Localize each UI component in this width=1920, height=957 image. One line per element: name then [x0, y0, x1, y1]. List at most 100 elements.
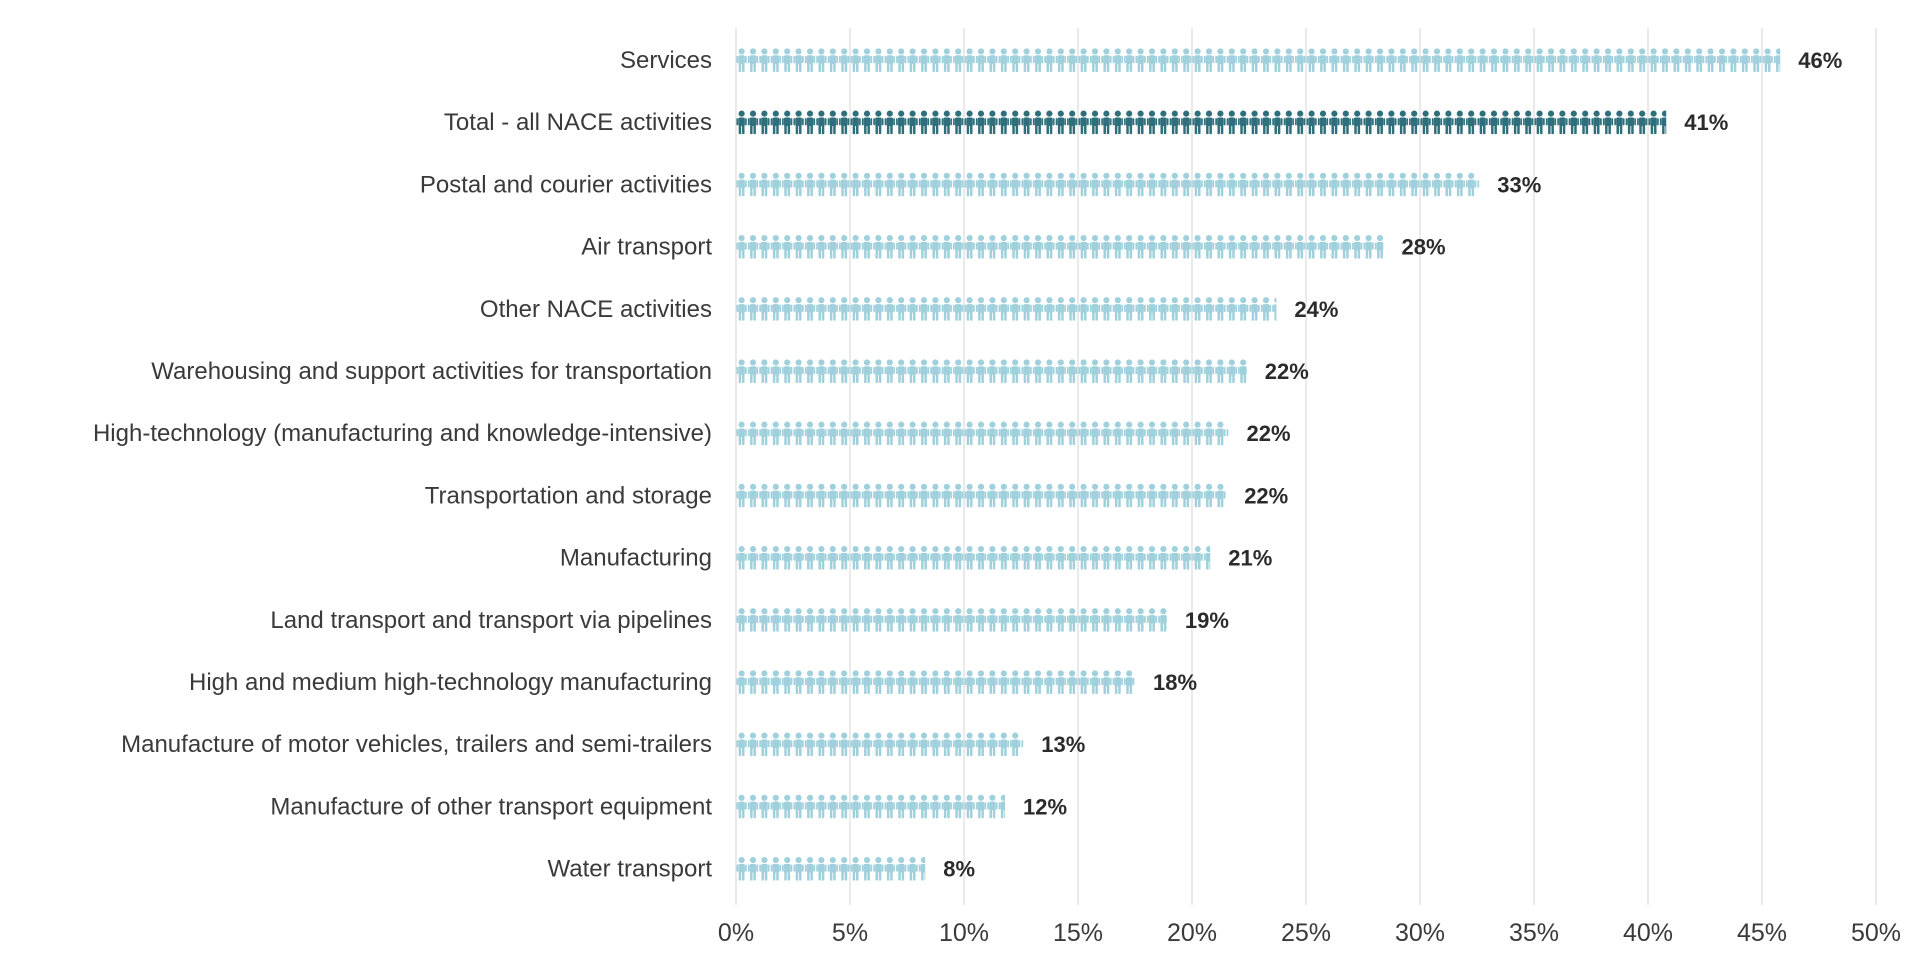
person-icon [998, 297, 1009, 321]
person-icon [1272, 234, 1283, 259]
person-icon [873, 359, 884, 383]
person-icon [1158, 483, 1169, 508]
person-icon [1010, 670, 1021, 694]
person-icon [1545, 110, 1557, 135]
person-icon [907, 421, 918, 446]
person-icon [1055, 421, 1066, 446]
x-tick-label: 5% [832, 919, 868, 947]
person-icon [930, 110, 941, 135]
person-icon [816, 172, 827, 197]
person-icon [1112, 234, 1123, 259]
person-icon [1010, 608, 1021, 632]
person-icon [1112, 421, 1123, 446]
person-icon [998, 172, 1009, 197]
person-icon [1477, 48, 1488, 72]
person-icon [1249, 48, 1260, 72]
person-icon [1283, 110, 1294, 135]
category-label: Other NACE activities [480, 296, 712, 323]
person-icon [770, 794, 781, 819]
person-icon [1078, 172, 1089, 197]
person-icon [884, 172, 895, 197]
person-icon [1101, 172, 1112, 197]
person-icon [1101, 670, 1112, 694]
person-icon [1488, 48, 1500, 72]
person-icon [1010, 483, 1021, 508]
person-icon [827, 172, 838, 197]
person-icon [1078, 483, 1089, 508]
person-icon [987, 732, 998, 757]
person-icon [975, 297, 987, 321]
person-icon [975, 172, 987, 197]
person-icon [1021, 545, 1032, 570]
bar [736, 794, 1006, 819]
person-icon [998, 48, 1009, 72]
person-icon [1135, 110, 1146, 135]
person-icon [861, 608, 873, 632]
person-icon [1238, 48, 1249, 72]
value-label: 46% [1798, 48, 1842, 73]
person-icon [804, 732, 816, 757]
person-icon [1181, 421, 1192, 446]
person-icon [747, 110, 759, 135]
person-icon [816, 483, 827, 508]
person-icon [747, 421, 759, 446]
person-icon [1580, 110, 1591, 135]
person-icon [1089, 608, 1101, 632]
person-icon [770, 421, 781, 446]
person-icon [907, 234, 918, 259]
person-icon [1329, 172, 1340, 197]
person-icon [1124, 172, 1135, 197]
person-icon [884, 608, 895, 632]
person-icon [930, 359, 941, 383]
person-icon [1067, 483, 1078, 508]
person-icon [770, 670, 781, 694]
person-icon [1431, 110, 1443, 135]
person-icon [1238, 234, 1249, 259]
person-icon [839, 234, 850, 259]
person-icon [1032, 608, 1044, 632]
person-icon [941, 48, 952, 72]
person-icon [770, 359, 781, 383]
person-icon [736, 856, 747, 881]
person-icon [1112, 172, 1123, 197]
person-icon [759, 608, 770, 632]
person-icon [782, 608, 793, 632]
person-icon [1443, 172, 1454, 197]
category-label: Manufacturing [560, 545, 712, 572]
person-icon [861, 421, 873, 446]
person-icon [1067, 110, 1078, 135]
person-icon [816, 670, 827, 694]
person-icon [873, 670, 884, 694]
person-icon [747, 359, 759, 383]
person-icon [918, 608, 930, 632]
person-icon [793, 48, 804, 72]
person-icon [736, 545, 747, 570]
person-icon [816, 234, 827, 259]
person-icon [736, 48, 747, 72]
person-icon [1215, 234, 1226, 259]
person-icon [1329, 234, 1340, 259]
person-icon [1192, 297, 1203, 321]
person-icon [1078, 421, 1089, 446]
person-icon [1101, 421, 1112, 446]
person-icon [1044, 172, 1055, 197]
person-icon [1124, 670, 1135, 694]
person-icon [1032, 421, 1044, 446]
person-icon [861, 297, 873, 321]
person-icon [953, 545, 964, 570]
person-icon [1352, 172, 1363, 197]
person-icon [782, 421, 793, 446]
person-icon [861, 359, 873, 383]
person-icon [770, 545, 781, 570]
person-icon [918, 545, 930, 570]
x-tick-label: 15% [1053, 919, 1103, 947]
person-icon [1637, 110, 1648, 135]
person-icon [1295, 172, 1306, 197]
bar [736, 483, 1226, 508]
person-icon [975, 234, 987, 259]
person-icon [839, 608, 850, 632]
person-icon [1215, 297, 1226, 321]
person-icon [884, 421, 895, 446]
person-icon [736, 172, 747, 197]
